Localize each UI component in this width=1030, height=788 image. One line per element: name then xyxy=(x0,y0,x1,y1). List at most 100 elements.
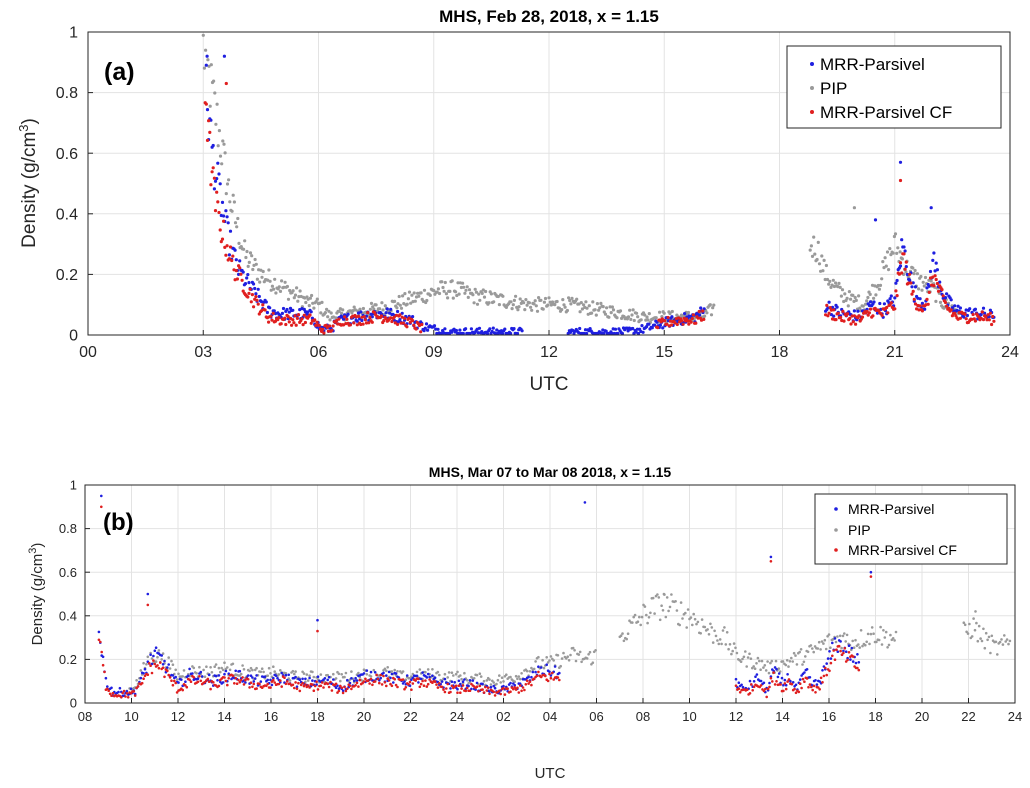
point-pip xyxy=(884,264,888,268)
point-mrr-parsivel-cf xyxy=(768,685,771,689)
point-pip xyxy=(537,655,540,659)
point-mrr-parsivel-cf xyxy=(396,322,400,326)
point-mrr-parsivel-cf xyxy=(231,254,235,258)
point-pip xyxy=(974,610,977,613)
point-mrr-parsivel-cf xyxy=(449,690,452,694)
point-pip xyxy=(242,247,246,251)
point-mrr-parsivel-cf xyxy=(885,305,889,310)
point-mrr-parsivel-cf xyxy=(518,684,522,687)
point-mrr-parsivel-cf xyxy=(426,682,430,686)
point-mrr-parsivel-cf xyxy=(216,200,220,204)
point-pip xyxy=(866,632,870,636)
point-mrr-parsivel xyxy=(903,249,907,253)
point-pip xyxy=(813,645,817,648)
x-tick-label: 14 xyxy=(217,709,231,724)
point-mrr-parsivel-cf xyxy=(387,679,391,682)
point-pip xyxy=(311,670,314,674)
point-mrr-parsivel-cf xyxy=(971,312,975,317)
point-mrr-parsivel-cf xyxy=(354,684,357,687)
x-tick-label: 03 xyxy=(194,344,212,361)
point-pip xyxy=(668,605,672,609)
point-pip xyxy=(487,301,491,305)
point-pip xyxy=(533,299,537,303)
point-pip xyxy=(496,678,500,682)
point-mrr-parsivel-cf xyxy=(848,316,852,320)
point-mrr-parsivel xyxy=(389,307,393,311)
point-pip xyxy=(344,671,348,675)
point-mrr-parsivel xyxy=(655,320,659,324)
panel-label-b: (b) xyxy=(103,509,134,536)
point-pip xyxy=(739,660,743,663)
point-mrr-parsivel xyxy=(233,248,237,252)
point-mrr-parsivel-cf xyxy=(737,687,741,690)
point-pip xyxy=(972,617,975,620)
point-mrr-parsivel-cf xyxy=(217,684,221,688)
point-mrr-parsivel-cf xyxy=(903,267,907,271)
point-mrr-parsivel xyxy=(827,300,831,304)
point-pip xyxy=(438,673,441,677)
point-pip xyxy=(481,288,485,292)
point-mrr-parsivel-cf xyxy=(299,683,303,687)
point-mrr-parsivel xyxy=(419,677,423,681)
point-mrr-parsivel-cf xyxy=(851,320,855,324)
point-mrr-parsivel-cf xyxy=(382,319,386,323)
point-pip xyxy=(894,630,898,634)
point-pip xyxy=(484,289,488,294)
point-mrr-parsivel-cf xyxy=(149,664,152,667)
point-mrr-parsivel xyxy=(882,302,887,306)
point-pip xyxy=(686,608,690,611)
points-a xyxy=(201,33,996,336)
point-mrr-parsivel-cf xyxy=(380,683,384,686)
point-pip xyxy=(361,306,365,311)
point-mrr-parsivel-cf xyxy=(803,680,806,683)
point-pip xyxy=(326,673,330,677)
point-mrr-parsivel-cf xyxy=(404,686,408,689)
point-pip xyxy=(217,666,221,670)
point-pip xyxy=(965,630,968,634)
point-mrr-parsivel-cf xyxy=(306,684,310,687)
point-mrr-parsivel xyxy=(298,678,302,681)
point-mrr-parsivel xyxy=(358,317,362,321)
point-mrr-parsivel-cf xyxy=(371,683,374,687)
point-mrr-parsivel xyxy=(602,331,606,336)
point-pip xyxy=(823,277,827,282)
point-mrr-parsivel-cf xyxy=(301,681,304,685)
point-pip xyxy=(817,262,822,266)
point-mrr-parsivel xyxy=(362,672,366,675)
point-mrr-parsivel xyxy=(935,268,940,272)
point-mrr-parsivel-cf xyxy=(810,685,813,689)
point-mrr-parsivel xyxy=(808,676,812,679)
point-mrr-parsivel xyxy=(463,678,466,681)
point-mrr-parsivel-cf xyxy=(231,674,235,677)
point-mrr-parsivel xyxy=(626,329,630,333)
point-mrr-parsivel-cf xyxy=(173,679,176,683)
point-pip xyxy=(447,671,451,674)
point-mrr-parsivel xyxy=(252,680,256,683)
point-mrr-parsivel-cf xyxy=(846,658,849,662)
point-mrr-parsivel xyxy=(741,685,745,689)
point-pip xyxy=(597,308,601,312)
point-mrr-parsivel xyxy=(265,310,269,315)
point-mrr-parsivel-cf xyxy=(143,674,147,678)
point-mrr-parsivel-cf xyxy=(958,316,963,320)
point-mrr-parsivel xyxy=(285,307,289,312)
legend-label-mrr-parsivel-cf-b: MRR-Parsivel CF xyxy=(848,542,957,558)
point-mrr-parsivel xyxy=(830,305,835,309)
point-pip xyxy=(315,297,319,301)
point-pip xyxy=(559,664,562,668)
point-pip xyxy=(562,303,566,307)
point-mrr-parsivel-cf xyxy=(845,312,850,316)
point-pip xyxy=(824,647,828,651)
point-mrr-parsivel-cf xyxy=(223,676,226,679)
point-mrr-parsivel xyxy=(346,312,350,316)
point-mrr-parsivel xyxy=(97,630,101,634)
point-pip xyxy=(658,310,662,314)
point-mrr-parsivel xyxy=(243,282,248,286)
legend-label-mrr-parsivel: MRR-Parsivel xyxy=(820,55,925,74)
legend-label-mrr-parsivel-cf: MRR-Parsivel CF xyxy=(820,103,952,122)
point-mrr-parsivel xyxy=(928,269,933,274)
point-pip xyxy=(665,596,669,599)
point-pip xyxy=(975,621,978,625)
point-mrr-parsivel-cf xyxy=(992,319,996,323)
point-mrr-parsivel-cf xyxy=(140,681,144,685)
